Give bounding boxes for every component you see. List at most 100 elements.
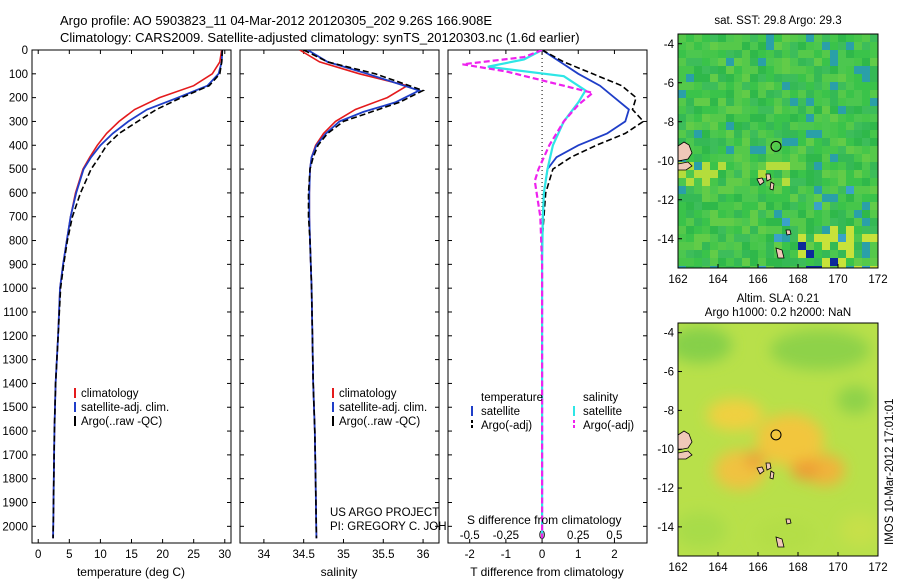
depth-tick-label: 1900	[2, 498, 28, 510]
sst-cell	[766, 242, 774, 250]
sst-cell	[750, 178, 758, 186]
sst-cell	[854, 58, 862, 66]
sst-cell	[798, 218, 806, 226]
sst-cell	[678, 106, 686, 114]
sst-cell	[758, 122, 766, 130]
sst-cell	[870, 98, 878, 106]
sst-cell	[814, 178, 822, 186]
sst-cell	[742, 106, 750, 114]
sst-cell	[782, 186, 790, 194]
sst-cell	[734, 210, 742, 218]
sst-cell	[870, 66, 878, 74]
sst-cell	[878, 186, 886, 194]
sst-cell	[750, 170, 758, 178]
sst-map-cells	[678, 34, 886, 268]
sst-cell	[750, 98, 758, 106]
sst-cell	[846, 178, 854, 186]
sst-cell	[838, 226, 846, 234]
sst-cell	[742, 130, 750, 138]
title-line-2: Climatology: CARS2009. Satellite-adjuste…	[60, 30, 580, 45]
sst-cell	[790, 162, 798, 170]
sst-cell	[854, 202, 862, 210]
sst-cell	[838, 202, 846, 210]
sst-cell	[686, 154, 694, 162]
sst-cell	[766, 194, 774, 202]
sst-cell	[846, 234, 854, 242]
depth-tick-label: 1700	[2, 450, 28, 462]
sst-cell	[766, 234, 774, 242]
sst-cell	[846, 258, 854, 266]
sst-cell	[878, 194, 886, 202]
sst-cell	[686, 74, 694, 82]
sst-cell	[830, 138, 838, 146]
sst-cell	[798, 242, 806, 250]
sst-cell	[718, 178, 726, 186]
sst-cell	[710, 114, 718, 122]
island	[765, 462, 772, 471]
sst-cell	[814, 234, 822, 242]
sst-cell	[822, 210, 830, 218]
sst-cell	[854, 266, 862, 268]
sst-cell	[798, 114, 806, 122]
sst-cell	[870, 162, 878, 170]
sst-cell	[726, 122, 734, 130]
map-y-tick-label: -10	[657, 156, 674, 168]
sst-cell	[678, 202, 686, 210]
sst-cell	[782, 66, 790, 74]
sst-cell	[734, 194, 742, 202]
sst-cell	[774, 50, 782, 58]
map-x-tick-label: 168	[788, 562, 807, 574]
sst-cell	[806, 74, 814, 82]
sst-cell	[830, 90, 838, 98]
sst-cell	[694, 202, 702, 210]
sst-cell	[710, 234, 718, 242]
sst-cell	[726, 58, 734, 66]
legend-label: satellite	[583, 406, 622, 418]
sst-cell	[734, 146, 742, 154]
sst-cell	[822, 74, 830, 82]
sst-cell	[870, 58, 878, 66]
depth-tick-label: 1600	[2, 426, 28, 438]
sst-cell	[790, 226, 798, 234]
sst-cell	[862, 90, 870, 98]
sst-cell	[742, 82, 750, 90]
sst-map-panel: sat. SST: 29.8 Argo: 29.3 162 164 166 168 17…	[657, 15, 887, 286]
sst-cell	[686, 58, 694, 66]
salinity-legend: climatology satellite-adj. clim. Argo(..ra…	[332, 388, 427, 428]
sst-cell	[750, 194, 758, 202]
sst-cell	[758, 106, 766, 114]
sst-map-ticks: 162 164 166 168 170 172 -4 -6 -8 -10 -12 -14	[657, 39, 887, 286]
sst-cell	[750, 114, 758, 122]
sla-blob	[840, 514, 878, 546]
sst-cell	[878, 42, 886, 50]
sst-cell	[870, 234, 878, 242]
sst-cell	[726, 82, 734, 90]
sst-cell	[862, 50, 870, 58]
sst-cell	[838, 162, 846, 170]
island	[756, 466, 765, 475]
sst-cell	[742, 42, 750, 50]
sst-cell	[822, 162, 830, 170]
sst-cell	[878, 250, 886, 258]
sst-cell	[854, 138, 862, 146]
sst-cell	[702, 130, 710, 138]
sst-cell	[862, 146, 870, 154]
sst-cell	[742, 210, 750, 218]
sst-cell	[830, 146, 838, 154]
temperature-series	[52, 50, 224, 539]
sst-cell	[694, 122, 702, 130]
sst-cell	[878, 162, 886, 170]
sst-cell	[718, 162, 726, 170]
sst-cell	[838, 50, 846, 58]
sst-cell	[822, 218, 830, 226]
legend-label: climatology	[339, 388, 397, 400]
sst-cell	[806, 90, 814, 98]
legend-temperature-heading: temperature	[481, 392, 543, 404]
sst-cell	[854, 122, 862, 130]
sst-cell	[694, 154, 702, 162]
sst-cell	[734, 234, 742, 242]
depth-tick-label: 2000	[2, 521, 28, 533]
sst-cell	[774, 218, 782, 226]
sst-cell	[838, 250, 846, 258]
sst-cell	[758, 170, 766, 178]
